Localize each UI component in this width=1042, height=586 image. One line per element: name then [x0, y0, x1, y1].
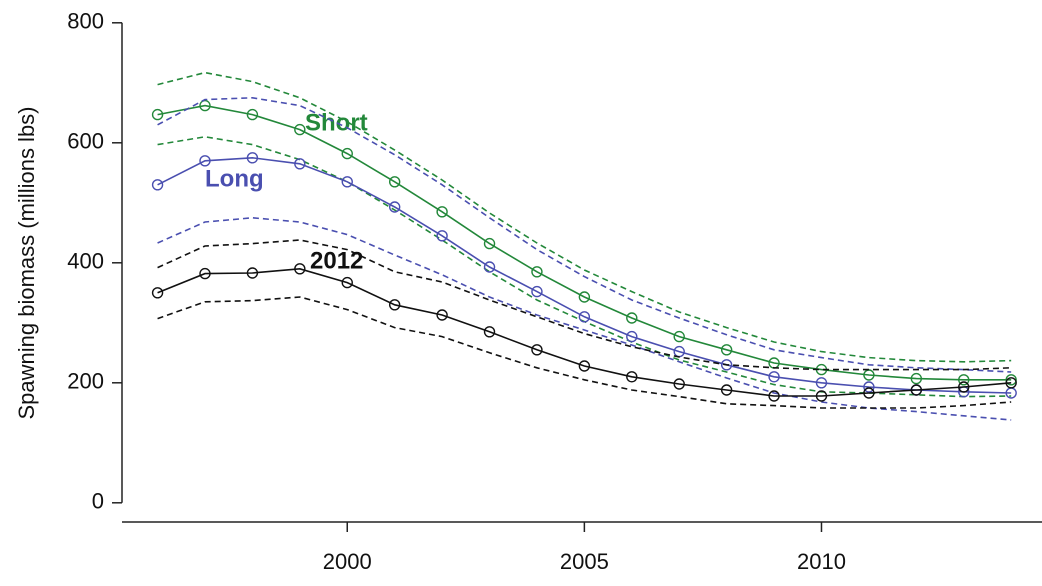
- point: [199, 155, 211, 167]
- series-label: Long: [205, 165, 264, 192]
- y-tick-label: 400: [67, 249, 104, 274]
- point: [720, 359, 733, 371]
- point: [436, 309, 448, 321]
- point: [483, 326, 496, 338]
- point: [815, 377, 828, 389]
- point: [910, 372, 923, 385]
- point: [151, 287, 164, 299]
- point: [673, 378, 685, 390]
- point: [246, 108, 259, 121]
- point: [958, 374, 970, 386]
- point: [626, 330, 638, 343]
- point: [199, 267, 211, 280]
- point: [720, 344, 733, 356]
- series-line: [157, 267, 1012, 397]
- point: [151, 108, 164, 121]
- point: [483, 237, 496, 250]
- point: [578, 291, 591, 303]
- point: [246, 267, 259, 279]
- x-tick-label: 2000: [323, 549, 372, 574]
- point: [341, 276, 353, 289]
- point: [341, 176, 353, 188]
- point: [436, 206, 448, 218]
- point: [673, 330, 685, 343]
- point: [151, 179, 164, 191]
- point: [341, 147, 353, 160]
- y-tick-label: 800: [67, 9, 104, 34]
- interval-line: [157, 216, 1012, 421]
- point: [246, 152, 259, 164]
- point: [626, 371, 638, 383]
- point: [483, 261, 496, 273]
- point: [294, 263, 306, 275]
- point: [1005, 377, 1017, 389]
- interval-line: [157, 71, 1012, 363]
- y-tick-label: 0: [92, 489, 104, 514]
- y-axis-label: Spawning biomass (millions lbs): [14, 106, 39, 419]
- interval-line: [157, 135, 1012, 398]
- point: [578, 311, 591, 323]
- point: [626, 312, 638, 324]
- series-line: [157, 104, 1012, 381]
- series-label: Short: [305, 109, 368, 136]
- point: [199, 99, 211, 112]
- point: [578, 360, 591, 372]
- x-tick-label: 2005: [560, 549, 609, 574]
- series-label: 2012: [310, 247, 363, 274]
- point: [958, 381, 970, 393]
- point: [863, 381, 875, 393]
- point: [388, 201, 401, 213]
- interval-line: [157, 96, 1012, 373]
- point: [531, 344, 543, 356]
- point: [436, 230, 448, 242]
- series-line: [157, 156, 1012, 394]
- point: [1005, 374, 1017, 386]
- point: [388, 299, 401, 311]
- point: [720, 384, 733, 396]
- point: [863, 387, 875, 399]
- interval-line: [157, 296, 1012, 409]
- x-tick-label: 2010: [797, 549, 846, 574]
- point: [294, 158, 306, 170]
- point: [294, 123, 306, 136]
- y-tick-label: 200: [67, 369, 104, 394]
- interval-line: [157, 239, 1012, 371]
- point: [388, 176, 401, 188]
- point: [910, 384, 923, 396]
- point: [531, 285, 543, 298]
- point: [768, 371, 780, 383]
- point: [531, 266, 543, 278]
- y-tick-label: 600: [67, 129, 104, 154]
- point: [768, 390, 780, 402]
- point: [815, 390, 828, 402]
